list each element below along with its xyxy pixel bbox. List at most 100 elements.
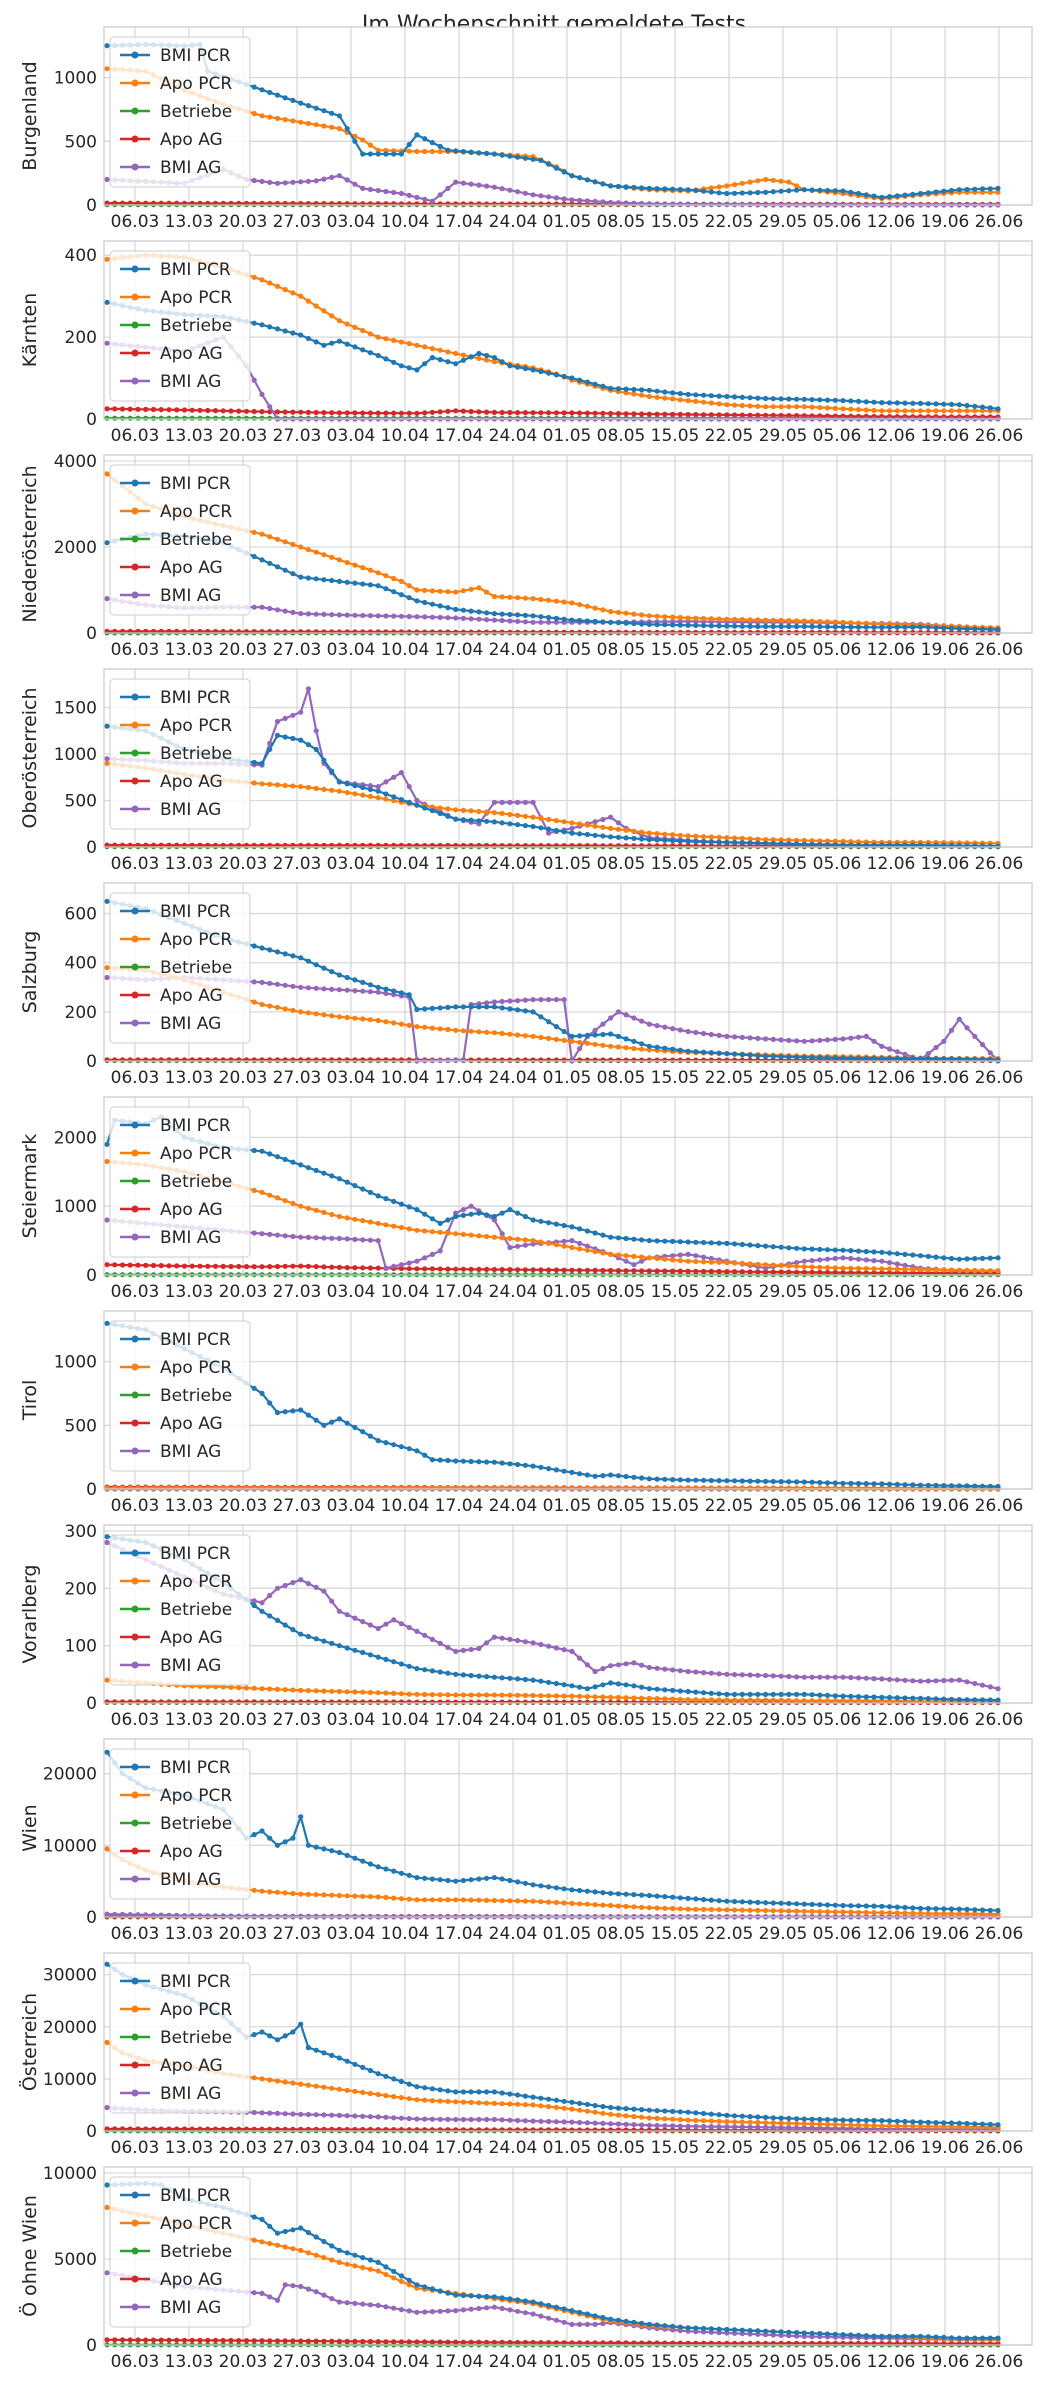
x-tick-label: 01.05 (543, 426, 592, 446)
x-tick-label: 29.05 (759, 212, 808, 232)
data-point (708, 1031, 714, 1038)
data-point (840, 619, 846, 625)
data-point (189, 407, 195, 413)
data-point (786, 404, 792, 410)
legend-label: Apo PCR (160, 716, 232, 736)
data-point (631, 1253, 637, 1259)
data-point (313, 611, 319, 617)
data-point (507, 611, 513, 618)
data-point (391, 794, 397, 800)
data-point (770, 617, 776, 623)
data-point (259, 760, 265, 766)
data-point (871, 399, 877, 405)
data-point (298, 1203, 304, 1209)
data-point (251, 999, 257, 1005)
data-point (716, 629, 722, 635)
data-point (499, 594, 505, 600)
data-point (855, 190, 862, 197)
data-point (491, 355, 497, 361)
data-point (344, 781, 350, 787)
data-point (515, 189, 521, 195)
data-point (763, 837, 769, 843)
data-point (902, 624, 908, 630)
x-tick-label: 27.03 (273, 1282, 322, 1302)
data-point (267, 746, 273, 753)
data-point (267, 980, 273, 987)
data-point (817, 1055, 823, 1061)
data-point (794, 1260, 800, 1266)
legend-marker (131, 963, 139, 971)
data-point (755, 403, 761, 409)
data-point (228, 415, 234, 421)
data-point (925, 408, 931, 414)
data-point (251, 529, 257, 536)
data-point (561, 1699, 567, 1705)
data-point (724, 1269, 730, 1275)
data-point (677, 391, 683, 397)
data-point (615, 1009, 622, 1015)
data-point (639, 387, 645, 393)
data-point (677, 832, 683, 838)
data-point (453, 1699, 459, 1705)
legend-marker (131, 1447, 139, 1455)
data-point (623, 200, 629, 206)
legend-marker (131, 1149, 139, 1157)
data-point (468, 1232, 474, 1238)
data-point (763, 1478, 769, 1484)
legend-label: Apo AG (160, 1200, 223, 1220)
legend-item-bmi-pcr: BMI PCR (120, 688, 231, 708)
data-point (770, 1262, 776, 1268)
data-point (600, 1057, 606, 1063)
data-point (685, 1057, 691, 1063)
data-point (484, 357, 490, 363)
data-point (902, 408, 908, 414)
data-point (468, 1028, 474, 1034)
data-point (615, 826, 622, 832)
data-point (507, 1267, 513, 1273)
data-point (445, 1699, 451, 1705)
data-point (763, 412, 769, 418)
data-point (832, 1480, 838, 1486)
legend-item-bmi-ag: BMI AG (120, 1014, 221, 1034)
data-point (577, 1226, 583, 1232)
data-point (313, 785, 319, 792)
data-point (507, 594, 513, 600)
data-point (538, 629, 544, 635)
x-tick-label: 05.06 (813, 212, 862, 232)
data-point (282, 734, 288, 740)
data-point (747, 1672, 753, 1678)
data-point (770, 396, 776, 402)
data-point (522, 410, 529, 416)
data-point (561, 1222, 567, 1229)
data-point (422, 136, 428, 142)
data-point (584, 1040, 591, 1046)
legend-label: Apo AG (160, 130, 223, 150)
data-point (491, 999, 497, 1005)
data-point (344, 410, 350, 416)
data-point (453, 1004, 459, 1010)
data-point (592, 1041, 598, 1047)
data-point (197, 1485, 203, 1491)
data-point (274, 732, 281, 739)
data-point (809, 838, 815, 844)
data-point (530, 629, 536, 635)
data-point (391, 988, 397, 994)
data-point (499, 1235, 505, 1241)
data-point (561, 1028, 567, 1035)
data-point (631, 1236, 637, 1242)
data-point (786, 1479, 792, 1485)
data-point (685, 833, 691, 839)
data-point (685, 615, 691, 621)
x-tick-label: 06.03 (111, 640, 160, 660)
data-point (468, 149, 474, 155)
data-point (290, 735, 296, 742)
data-point (437, 201, 443, 207)
data-point (592, 819, 598, 825)
data-point (150, 406, 157, 413)
data-point (274, 981, 281, 987)
data-point (212, 408, 219, 414)
series-bmi-pcr (104, 41, 1001, 200)
data-point (755, 1057, 761, 1063)
data-point (685, 1251, 691, 1257)
data-point (592, 1230, 598, 1236)
